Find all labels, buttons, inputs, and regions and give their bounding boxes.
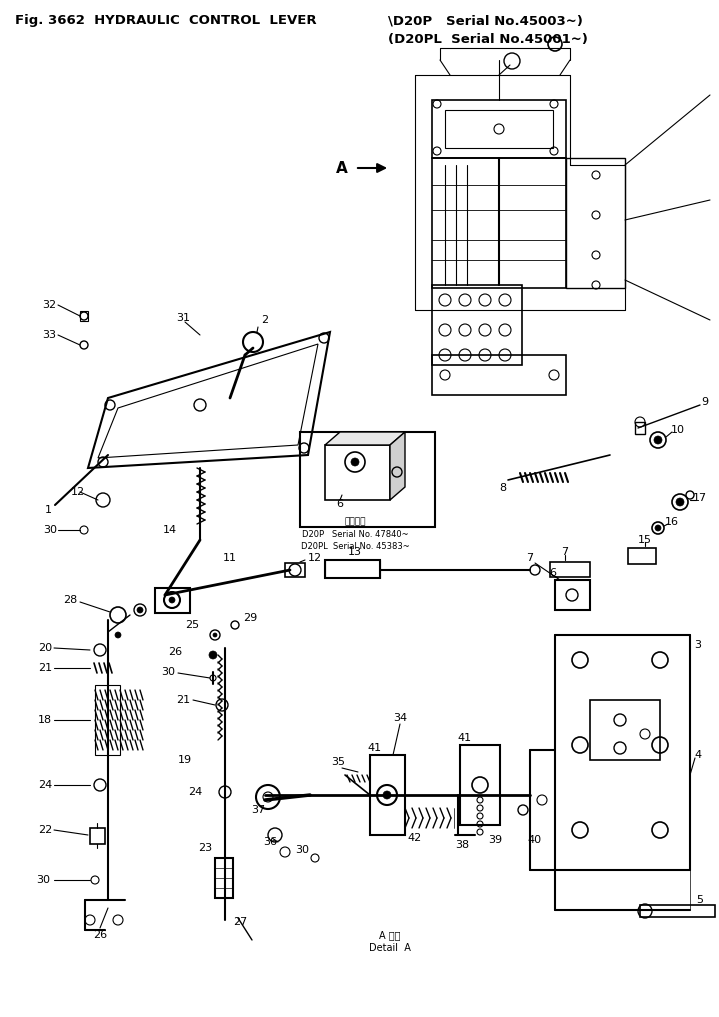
Polygon shape bbox=[325, 432, 405, 445]
Circle shape bbox=[209, 651, 217, 659]
Text: 24: 24 bbox=[188, 787, 202, 797]
Circle shape bbox=[213, 633, 217, 637]
Circle shape bbox=[654, 436, 662, 444]
Bar bbox=[628, 548, 656, 564]
Bar bbox=[555, 580, 590, 610]
Text: 5: 5 bbox=[697, 895, 703, 905]
Text: 12: 12 bbox=[71, 487, 85, 497]
Text: A: A bbox=[336, 161, 348, 176]
Bar bbox=[635, 422, 645, 434]
Circle shape bbox=[676, 498, 684, 506]
Text: 17: 17 bbox=[693, 493, 707, 503]
Text: (D20PL  Serial No.45001~): (D20PL Serial No.45001~) bbox=[388, 33, 588, 46]
Bar bbox=[432, 158, 566, 288]
Text: 30: 30 bbox=[295, 845, 309, 855]
Text: 28: 28 bbox=[63, 595, 77, 605]
Text: 21: 21 bbox=[38, 663, 52, 673]
Bar bbox=[640, 905, 715, 917]
Circle shape bbox=[655, 525, 661, 531]
Text: 6: 6 bbox=[336, 499, 344, 508]
Text: 3: 3 bbox=[695, 640, 702, 650]
Bar bbox=[80, 311, 88, 321]
Text: 19: 19 bbox=[178, 755, 192, 765]
Text: 34: 34 bbox=[393, 713, 407, 723]
Polygon shape bbox=[390, 432, 405, 500]
Bar bbox=[285, 563, 305, 577]
Text: 41: 41 bbox=[458, 733, 472, 743]
Text: 7: 7 bbox=[562, 547, 569, 557]
Text: 30: 30 bbox=[36, 875, 50, 885]
Bar bbox=[325, 445, 390, 500]
Text: 1: 1 bbox=[45, 505, 52, 515]
Text: \D20P   Serial No.45003~): \D20P Serial No.45003~) bbox=[388, 14, 583, 27]
Bar bbox=[90, 828, 105, 844]
Text: 35: 35 bbox=[331, 757, 345, 767]
Text: 41: 41 bbox=[368, 743, 382, 753]
Text: 20: 20 bbox=[38, 643, 52, 653]
Bar bbox=[432, 285, 522, 365]
Text: 10: 10 bbox=[671, 425, 685, 435]
Bar bbox=[370, 755, 405, 835]
Text: 39: 39 bbox=[488, 835, 502, 845]
Bar bbox=[432, 355, 566, 395]
Text: 29: 29 bbox=[243, 613, 257, 623]
Text: 32: 32 bbox=[42, 300, 56, 310]
Text: Detail  A: Detail A bbox=[369, 943, 411, 953]
Bar bbox=[95, 685, 120, 755]
Text: 30: 30 bbox=[161, 667, 175, 677]
Text: Fig. 3662  HYDRAULIC  CONTROL  LEVER: Fig. 3662 HYDRAULIC CONTROL LEVER bbox=[15, 14, 316, 27]
Text: 37: 37 bbox=[251, 805, 265, 815]
Text: 24: 24 bbox=[38, 780, 52, 790]
Text: 11: 11 bbox=[223, 553, 237, 563]
Text: 12: 12 bbox=[308, 553, 322, 563]
Text: 33: 33 bbox=[42, 330, 56, 340]
Circle shape bbox=[137, 607, 143, 613]
Text: 27: 27 bbox=[233, 917, 247, 928]
Text: D20PL  Serial No. 45383~: D20PL Serial No. 45383~ bbox=[301, 541, 409, 550]
Text: D20P   Serial No. 47840~: D20P Serial No. 47840~ bbox=[302, 530, 408, 538]
Bar bbox=[325, 560, 380, 578]
Text: 26: 26 bbox=[168, 647, 182, 657]
Bar bbox=[550, 562, 590, 577]
Bar bbox=[155, 588, 190, 613]
Text: 42: 42 bbox=[408, 833, 422, 843]
Text: 7: 7 bbox=[526, 553, 533, 563]
Bar bbox=[460, 745, 500, 825]
Text: A 解図: A 解図 bbox=[379, 930, 400, 940]
Text: 31: 31 bbox=[176, 313, 190, 323]
Text: 21: 21 bbox=[176, 695, 190, 705]
Text: 13: 13 bbox=[348, 547, 362, 557]
Text: 26: 26 bbox=[93, 930, 107, 940]
Bar bbox=[215, 858, 233, 898]
Text: 2: 2 bbox=[262, 315, 269, 325]
Text: 8: 8 bbox=[500, 483, 507, 493]
Circle shape bbox=[351, 458, 359, 466]
Text: 14: 14 bbox=[163, 525, 177, 535]
Circle shape bbox=[169, 597, 175, 603]
Bar bbox=[432, 100, 566, 158]
Text: 適用番号: 適用番号 bbox=[344, 518, 366, 527]
Text: 6: 6 bbox=[549, 569, 557, 578]
Text: 4: 4 bbox=[695, 750, 702, 760]
Circle shape bbox=[383, 791, 391, 799]
Text: 36: 36 bbox=[263, 837, 277, 847]
Text: 9: 9 bbox=[702, 397, 708, 407]
Bar bbox=[590, 700, 660, 760]
Circle shape bbox=[115, 632, 121, 638]
Text: 15: 15 bbox=[638, 535, 652, 545]
Text: 18: 18 bbox=[38, 715, 52, 725]
Bar bbox=[445, 110, 553, 148]
Bar bbox=[566, 158, 625, 288]
Text: 38: 38 bbox=[455, 840, 469, 850]
Text: 23: 23 bbox=[198, 843, 212, 853]
Text: 30: 30 bbox=[43, 525, 57, 535]
Text: 40: 40 bbox=[528, 835, 542, 845]
Bar bbox=[300, 432, 435, 527]
Text: 16: 16 bbox=[665, 517, 679, 527]
Text: 22: 22 bbox=[38, 825, 52, 835]
Text: 25: 25 bbox=[185, 620, 199, 630]
